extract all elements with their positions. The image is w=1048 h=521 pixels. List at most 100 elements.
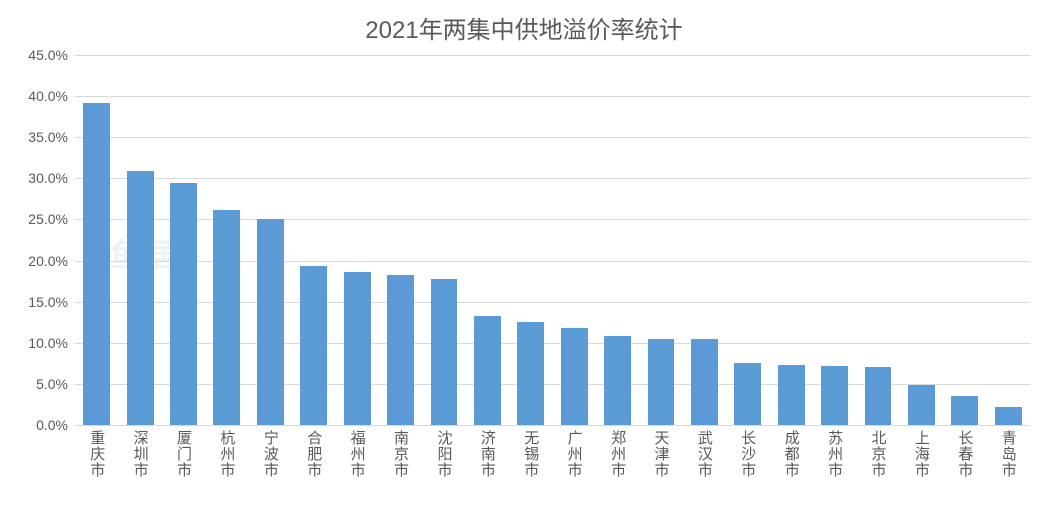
y-tick-label: 0.0% — [8, 417, 68, 433]
x-tick-label: 杭州市 — [216, 430, 237, 478]
bar — [127, 171, 154, 425]
bar-slot — [509, 55, 552, 425]
bar — [517, 322, 544, 425]
x-label-slot: 深圳市 — [118, 430, 161, 478]
bar-slot — [335, 55, 378, 425]
bar-slot — [75, 55, 118, 425]
x-tick-label: 北京市 — [868, 430, 889, 478]
y-tick-label: 25.0% — [8, 211, 68, 227]
bar — [561, 328, 588, 425]
bar-slot — [292, 55, 335, 425]
bar — [821, 366, 848, 425]
x-label-slot: 北京市 — [856, 430, 899, 478]
bar — [648, 339, 675, 425]
x-axis-labels: 重庆市 深圳市 厦门市 杭州市 宁波市合肥市福州市 南京市 沈阳市 济南市 无锡市 广州市 郑州市天… — [75, 430, 1030, 478]
x-tick-label: 重庆市 — [86, 430, 107, 478]
bar-slot — [726, 55, 769, 425]
y-tick-label: 10.0% — [8, 335, 68, 351]
bar — [170, 183, 197, 425]
bar-slot — [118, 55, 161, 425]
x-tick-label: 沈阳市 — [433, 430, 454, 478]
x-label-slot: 青岛市 — [987, 430, 1030, 478]
bar-slot — [379, 55, 422, 425]
x-label-slot: 天津市 — [639, 430, 682, 478]
x-label-slot: 无锡市 — [509, 430, 552, 478]
bar — [431, 279, 458, 425]
bar-slot — [249, 55, 292, 425]
bar-slot — [596, 55, 639, 425]
x-label-slot: 沈阳市 — [422, 430, 465, 478]
y-tick-label: 35.0% — [8, 129, 68, 145]
bar — [995, 407, 1022, 425]
y-tick-label: 45.0% — [8, 47, 68, 63]
bar — [300, 266, 327, 425]
x-label-slot: 苏州市 — [813, 430, 856, 478]
bars-group — [75, 55, 1030, 425]
x-label-slot: 杭州市 — [205, 430, 248, 478]
bar-slot — [466, 55, 509, 425]
x-label-slot: 重庆市 — [75, 430, 118, 478]
x-tick-label: 宁波市 — [260, 430, 281, 478]
x-label-slot: 宁波市 — [249, 430, 292, 478]
x-tick-label: 青岛市 — [998, 430, 1019, 478]
gridline — [75, 425, 1030, 426]
x-label-slot: 济南市 — [466, 430, 509, 478]
x-label-slot: 合肥市 — [292, 430, 335, 478]
bar — [344, 272, 371, 425]
x-label-slot: 长沙市 — [726, 430, 769, 478]
y-tick-label: 30.0% — [8, 170, 68, 186]
x-tick-label: 福州市 — [347, 430, 368, 478]
x-label-slot: 广州市 — [552, 430, 595, 478]
bar-slot — [639, 55, 682, 425]
y-tick-label: 20.0% — [8, 253, 68, 269]
x-tick-label: 长春市 — [954, 430, 975, 478]
x-tick-label: 广州市 — [564, 430, 585, 478]
bar-slot — [943, 55, 986, 425]
bar — [83, 103, 110, 425]
x-label-slot: 武汉市 — [683, 430, 726, 478]
bar — [734, 363, 761, 425]
x-tick-label: 苏州市 — [824, 430, 845, 478]
y-tick-label: 5.0% — [8, 376, 68, 392]
x-label-slot: 南京市 — [379, 430, 422, 478]
bar-slot — [205, 55, 248, 425]
bar-slot — [552, 55, 595, 425]
bar — [387, 275, 414, 425]
x-tick-label: 郑州市 — [607, 430, 628, 478]
y-tick-label: 15.0% — [8, 294, 68, 310]
x-tick-label: 上海市 — [911, 430, 932, 478]
bar — [213, 210, 240, 425]
bar-slot — [770, 55, 813, 425]
bar — [474, 316, 501, 425]
x-tick-label: 深圳市 — [130, 430, 151, 478]
x-label-slot: 郑州市 — [596, 430, 639, 478]
x-label-slot: 长春市 — [943, 430, 986, 478]
bar-slot — [900, 55, 943, 425]
bar — [257, 219, 284, 425]
x-tick-label: 长沙市 — [737, 430, 758, 478]
x-label-slot: 上海市 — [900, 430, 943, 478]
bar-slot — [987, 55, 1030, 425]
bar — [908, 385, 935, 425]
y-tick-label: 40.0% — [8, 88, 68, 104]
plot-area — [75, 55, 1030, 425]
x-tick-label: 武汉市 — [694, 430, 715, 478]
bar — [691, 339, 718, 425]
bar-slot — [422, 55, 465, 425]
chart-container: 2021年两集中供地溢价率统计 鱼居 0.0%5.0%10.0%15.0%20.… — [0, 0, 1048, 521]
x-tick-label: 济南市 — [477, 430, 498, 478]
x-tick-label: 无锡市 — [520, 430, 541, 478]
bar — [604, 336, 631, 425]
x-tick-label: 厦门市 — [173, 430, 194, 478]
x-label-slot: 成都市 — [770, 430, 813, 478]
x-label-slot: 厦门市 — [162, 430, 205, 478]
x-tick-label: 成都市 — [781, 430, 802, 478]
chart-title: 2021年两集中供地溢价率统计 — [0, 10, 1048, 45]
bar-slot — [813, 55, 856, 425]
x-label-slot: 福州市 — [335, 430, 378, 478]
bar — [778, 365, 805, 425]
x-tick-label: 南京市 — [390, 430, 411, 478]
bar — [951, 396, 978, 425]
bar-slot — [856, 55, 899, 425]
bar-slot — [162, 55, 205, 425]
